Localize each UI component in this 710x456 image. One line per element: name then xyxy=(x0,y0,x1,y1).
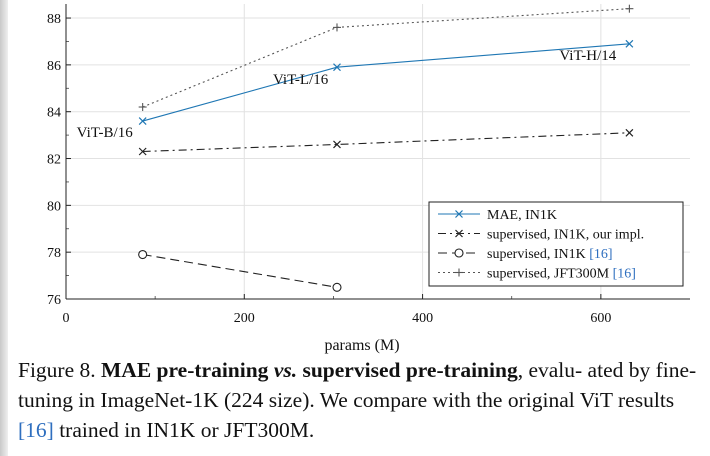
caption-text-2: trained in IN1K or JFT300M. xyxy=(53,418,315,442)
legend-marker xyxy=(455,229,463,238)
data-point xyxy=(625,128,634,137)
series-4 xyxy=(138,4,634,112)
data-point xyxy=(333,63,341,72)
model-label: ViT-H/14 xyxy=(559,48,616,64)
legend-marker xyxy=(455,268,463,277)
data-point xyxy=(138,147,147,156)
caption-citation[interactable]: [16] xyxy=(18,418,54,442)
marker-stroke xyxy=(333,63,341,72)
legend-label: supervised, JFT300M [16] xyxy=(487,267,636,282)
data-point xyxy=(332,282,342,292)
marker-stroke xyxy=(625,39,634,48)
y-tick-label: 82 xyxy=(47,153,61,168)
legend-label-text: supervised, JFT300M xyxy=(487,267,613,282)
chart-series xyxy=(138,4,634,292)
data-point xyxy=(625,39,634,48)
caption-text-1: , evalu- ated by fine-tuning in ImageNet… xyxy=(18,358,697,412)
model-label: ViT-L/16 xyxy=(273,72,329,88)
caption-bold-vs: vs. xyxy=(273,358,298,382)
marker-stroke xyxy=(455,210,463,218)
y-tick-label: 84 xyxy=(47,106,61,121)
data-point xyxy=(138,117,147,125)
data-point xyxy=(625,4,634,13)
marker-stroke xyxy=(455,229,463,238)
legend-label: MAE, IN1K xyxy=(487,208,557,223)
marker-stroke xyxy=(138,147,147,156)
y-tick-label: 88 xyxy=(47,12,61,27)
x-axis-ticks: 0 200 400 600 xyxy=(63,311,612,326)
x-tick-label: 400 xyxy=(412,311,433,326)
caption-bold-a: MAE pre-training xyxy=(101,358,274,382)
legend-label-text: MAE, IN1K xyxy=(487,208,557,223)
y-tick-label: 80 xyxy=(47,199,61,214)
x-tick-label: 200 xyxy=(234,311,255,326)
caption-bold-b: supervised pre-training xyxy=(297,358,518,382)
legend-citation[interactable]: [16] xyxy=(613,267,636,282)
series-line xyxy=(142,8,630,108)
series-line xyxy=(142,43,630,122)
y-axis-ticks: 76 78 80 82 84 86 88 xyxy=(47,12,61,308)
caption-prefix: Figure 8. xyxy=(18,358,102,382)
legend-label-text: supervised, IN1K, our impl. xyxy=(487,228,644,243)
data-point xyxy=(138,103,147,112)
series-line xyxy=(142,132,630,153)
params-vs-accuracy-chart: 76 78 80 82 84 86 88 0 200 400 600 ViT-B/16 ViT-L/… xyxy=(47,4,690,354)
chart-axes xyxy=(65,4,690,300)
legend-label-text: supervised, IN1K xyxy=(487,247,589,262)
data-point xyxy=(333,140,341,149)
legend-label: supervised, IN1K [16] xyxy=(487,247,613,262)
data-point xyxy=(138,249,148,260)
series-3 xyxy=(138,249,342,292)
legend-marker xyxy=(455,210,463,218)
marker-stroke xyxy=(333,140,341,149)
x-tick-label: 600 xyxy=(590,311,611,326)
chart-legend: MAE, IN1K supervised, IN1K, our impl. supe… xyxy=(428,201,684,287)
marker-stroke xyxy=(138,117,147,125)
model-label: ViT-B/16 xyxy=(77,125,134,141)
marker-stroke xyxy=(625,128,634,137)
page-edge-shadow xyxy=(0,0,8,456)
legend-box xyxy=(428,201,684,287)
legend-marker xyxy=(454,248,464,258)
legend-citation[interactable]: [16] xyxy=(589,247,612,262)
data-point xyxy=(332,23,341,32)
model-labels: ViT-B/16 ViT-L/16 ViT-H/14 xyxy=(77,48,617,141)
y-tick-label: 76 xyxy=(47,293,61,308)
x-tick-label: 0 xyxy=(63,311,70,326)
y-tick-label: 78 xyxy=(47,246,61,261)
legend-label: supervised, IN1K, our impl. xyxy=(487,228,644,243)
series-line xyxy=(142,253,338,288)
figure-caption: Figure 8. MAE pre-training vs. supervise… xyxy=(18,355,708,445)
series-1 xyxy=(138,39,634,125)
y-tick-label: 86 xyxy=(47,59,61,74)
x-axis-label: params (M) xyxy=(324,337,399,354)
series-2 xyxy=(138,128,634,156)
